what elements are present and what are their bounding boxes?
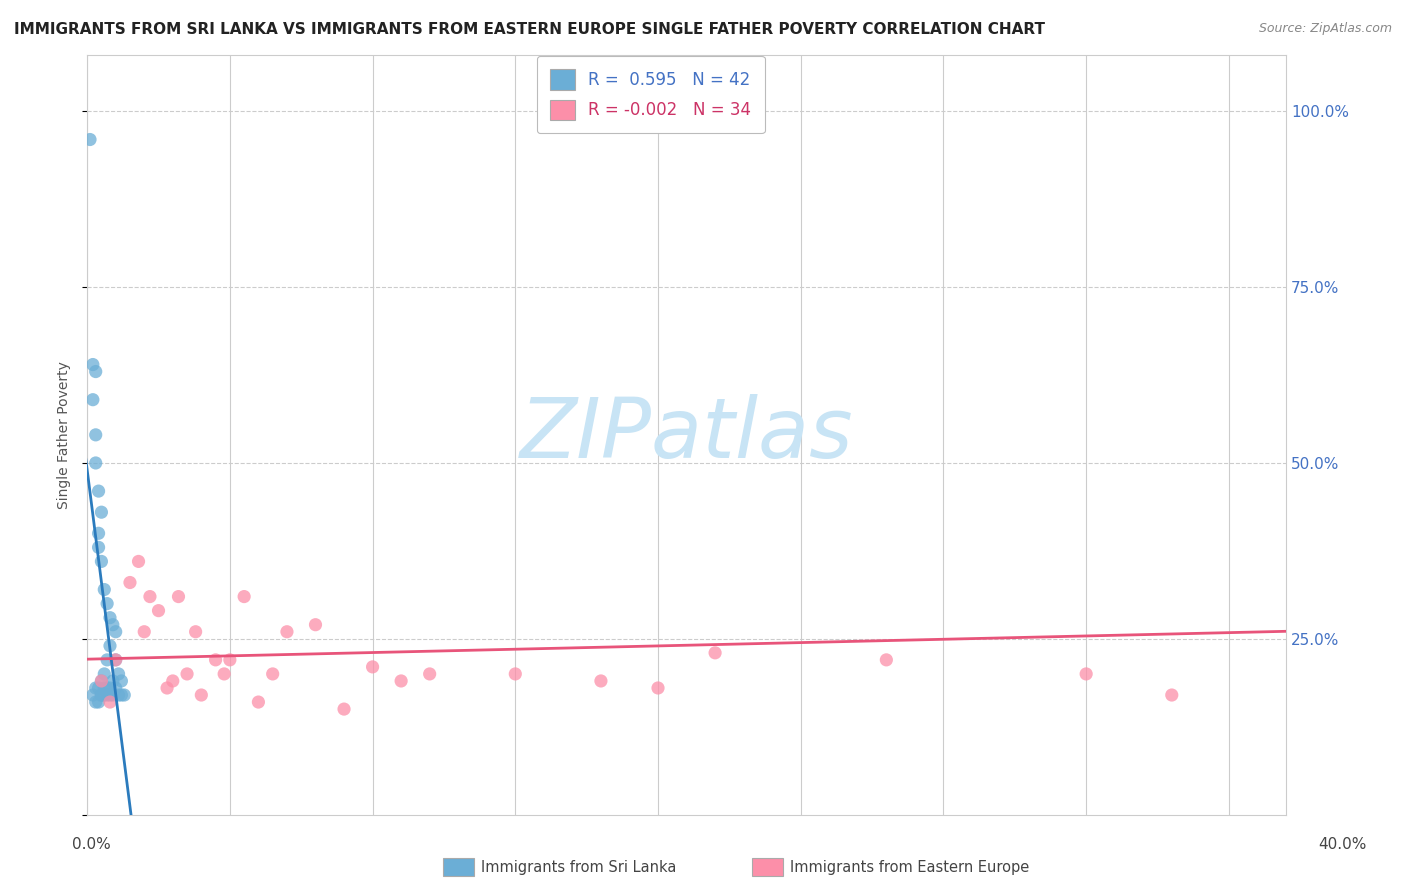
Point (87, 695, 110, 709)
Point (84, 456, 107, 470)
Point (218, 653, 240, 667)
Point (98, 681, 121, 695)
Point (162, 673, 184, 688)
Text: 40.0%: 40.0% (1319, 838, 1367, 852)
Point (96, 681, 118, 695)
Point (276, 624, 298, 639)
Point (82, 688, 104, 702)
Point (156, 681, 179, 695)
Point (589, 673, 612, 688)
Point (112, 688, 135, 702)
Point (104, 624, 127, 639)
Point (128, 554, 150, 568)
Point (204, 653, 226, 667)
Y-axis label: Single Father Poverty: Single Father Poverty (58, 361, 72, 508)
Point (98, 688, 121, 702)
Point (93, 688, 115, 702)
Point (104, 681, 127, 695)
Point (87, 484, 110, 499)
Text: Source: ZipAtlas.com: Source: ZipAtlas.com (1258, 22, 1392, 36)
Point (110, 673, 132, 688)
Point (107, 688, 129, 702)
Text: ZIPatlas: ZIPatlas (520, 394, 853, 475)
Point (104, 653, 127, 667)
Point (93, 582, 115, 597)
Point (167, 590, 190, 604)
Point (875, 653, 897, 667)
Point (190, 688, 212, 702)
Point (107, 667, 129, 681)
Point (90, 673, 112, 688)
Point (93, 681, 115, 695)
Point (304, 617, 326, 632)
Point (101, 617, 124, 632)
Point (101, 673, 124, 688)
Point (184, 624, 207, 639)
Point (104, 653, 127, 667)
Legend: R =  0.595   N = 42, R = -0.002   N = 34: R = 0.595 N = 42, R = -0.002 N = 34 (537, 56, 765, 133)
Point (84, 681, 107, 695)
Point (333, 702, 356, 716)
Point (233, 590, 256, 604)
Point (82, 392, 104, 407)
Point (98, 610, 121, 624)
Point (84, 365, 107, 379)
Point (98, 639, 121, 653)
Point (1160, 688, 1182, 702)
Point (110, 688, 132, 702)
Point (84, 695, 107, 709)
Text: IMMIGRANTS FROM SRI LANKA VS IMMIGRANTS FROM EASTERN EUROPE SINGLE FATHER POVERT: IMMIGRANTS FROM SRI LANKA VS IMMIGRANTS … (14, 22, 1045, 37)
Point (87, 526, 110, 541)
Text: Immigrants from Eastern Europe: Immigrants from Eastern Europe (790, 861, 1029, 875)
Point (82, 358, 104, 372)
Point (503, 667, 526, 681)
Point (98, 695, 121, 709)
Point (101, 688, 124, 702)
Point (247, 695, 270, 709)
Text: 0.0%: 0.0% (72, 838, 111, 852)
Point (134, 624, 156, 639)
Point (96, 597, 118, 611)
Point (96, 653, 118, 667)
Point (389, 673, 412, 688)
Point (93, 667, 115, 681)
Point (90, 505, 112, 519)
Text: Immigrants from Sri Lanka: Immigrants from Sri Lanka (481, 861, 676, 875)
Point (96, 688, 118, 702)
Point (84, 428, 107, 442)
Point (90, 554, 112, 568)
Point (361, 660, 384, 674)
Point (148, 604, 170, 618)
Point (90, 688, 112, 702)
Point (647, 681, 669, 695)
Point (118, 575, 141, 590)
Point (87, 541, 110, 555)
Point (212, 667, 235, 681)
Point (1076, 667, 1098, 681)
Point (90, 688, 112, 702)
Point (419, 667, 441, 681)
Point (90, 673, 112, 688)
Point (139, 590, 162, 604)
Point (176, 667, 198, 681)
Point (262, 667, 284, 681)
Point (79, 132, 101, 146)
Point (87, 681, 110, 695)
Point (704, 646, 727, 660)
